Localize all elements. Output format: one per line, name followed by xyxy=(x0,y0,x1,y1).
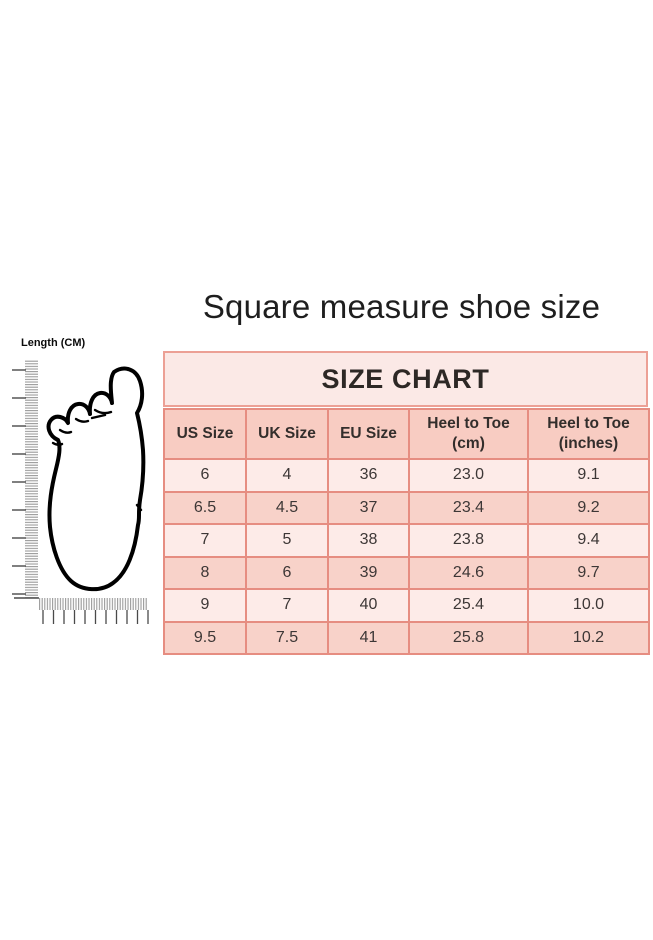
table-row: 9 7 40 25.4 10.0 xyxy=(163,588,650,623)
cell-uk: 6 xyxy=(245,555,329,590)
cell-uk: 5 xyxy=(245,523,329,558)
cell-us: 8 xyxy=(163,555,247,590)
cell-cm: 25.8 xyxy=(408,620,529,655)
cell-us: 9.5 xyxy=(163,620,247,655)
cell-us: 6 xyxy=(163,458,247,493)
header-row: US Size UK Size EU Size Heel to Toe (cm) … xyxy=(163,408,650,460)
cell-uk: 4.5 xyxy=(245,490,329,525)
cell-uk: 7.5 xyxy=(245,620,329,655)
table-row: 8 6 39 24.6 9.7 xyxy=(163,555,650,590)
cell-us: 6.5 xyxy=(163,490,247,525)
cell-inches: 9.2 xyxy=(527,490,650,525)
table-row: 6.5 4.5 37 23.4 9.2 xyxy=(163,490,650,525)
column-header-uk-size: UK Size xyxy=(245,408,329,460)
foot-outline-icon xyxy=(46,366,146,592)
cell-inches: 10.2 xyxy=(527,620,650,655)
cell-eu: 40 xyxy=(327,588,410,623)
vertical-ruler-icon xyxy=(12,360,39,599)
cell-inches: 9.4 xyxy=(527,523,650,558)
cell-inches: 10.0 xyxy=(527,588,650,623)
table-row: 6 4 36 23.0 9.1 xyxy=(163,458,650,493)
cell-uk: 7 xyxy=(245,588,329,623)
cell-cm: 23.0 xyxy=(408,458,529,493)
cell-cm: 25.4 xyxy=(408,588,529,623)
cell-eu: 39 xyxy=(327,555,410,590)
column-header-heel-to-toe-cm: Heel to Toe (cm) xyxy=(408,408,529,460)
foot-measurement-illustration xyxy=(12,360,149,624)
cell-eu: 38 xyxy=(327,523,410,558)
table-row: 7 5 38 23.8 9.4 xyxy=(163,523,650,558)
size-chart-table: US Size UK Size EU Size Heel to Toe (cm) … xyxy=(163,408,650,655)
size-chart-banner-text: SIZE CHART xyxy=(321,363,490,394)
cell-us: 9 xyxy=(163,588,247,623)
table-row: 9.5 7.5 41 25.8 10.2 xyxy=(163,620,650,655)
cell-cm: 24.6 xyxy=(408,555,529,590)
cell-inches: 9.1 xyxy=(527,458,650,493)
column-header-heel-to-toe-inches: Heel to Toe (inches) xyxy=(527,408,650,460)
horizontal-ruler-icon xyxy=(39,598,149,624)
cell-eu: 41 xyxy=(327,620,410,655)
cell-eu: 36 xyxy=(327,458,410,493)
cell-cm: 23.4 xyxy=(408,490,529,525)
cell-cm: 23.8 xyxy=(408,523,529,558)
cell-inches: 9.7 xyxy=(527,555,650,590)
size-chart-banner: SIZE CHART xyxy=(163,351,648,407)
cell-uk: 4 xyxy=(245,458,329,493)
ruler-length-label: Length (CM) xyxy=(21,337,86,349)
cell-eu: 37 xyxy=(327,490,410,525)
size-chart: SIZE CHART US Size UK Size EU Size xyxy=(163,351,650,655)
column-header-eu-size: EU Size xyxy=(327,408,410,460)
column-header-us-size: US Size xyxy=(163,408,247,460)
cell-us: 7 xyxy=(163,523,247,558)
page-title: Square measure shoe size xyxy=(202,288,601,325)
